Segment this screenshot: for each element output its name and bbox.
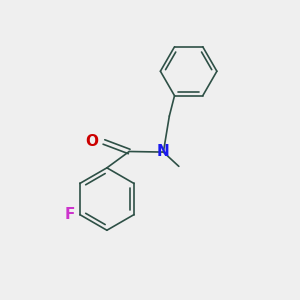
Text: O: O xyxy=(85,134,99,148)
Text: F: F xyxy=(65,207,75,222)
Text: N: N xyxy=(157,144,170,159)
